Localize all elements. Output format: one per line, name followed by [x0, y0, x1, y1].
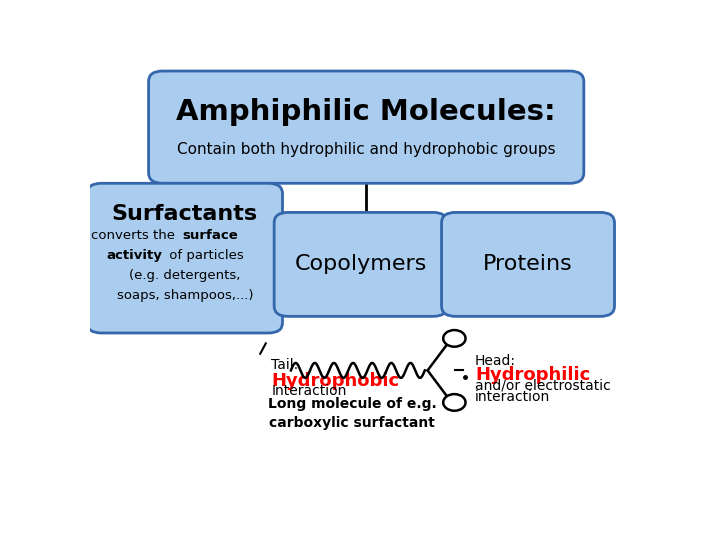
Text: surface: surface [182, 229, 238, 242]
Circle shape [444, 330, 466, 347]
Text: Tail:: Tail: [271, 358, 299, 372]
Text: Long molecule of e.g.
carboxylic surfactant: Long molecule of e.g. carboxylic surfact… [268, 397, 436, 430]
Text: Head:: Head: [475, 354, 516, 368]
Text: converts the: converts the [91, 229, 179, 242]
Text: Amphiphilic Molecules:: Amphiphilic Molecules: [176, 98, 556, 126]
Text: Proteins: Proteins [483, 254, 573, 274]
FancyBboxPatch shape [441, 212, 615, 316]
Text: Contain both hydrophilic and hydrophobic groups: Contain both hydrophilic and hydrophobic… [177, 142, 556, 157]
Text: activity: activity [107, 249, 163, 262]
Text: interaction: interaction [475, 390, 550, 404]
Text: Hydrophobic: Hydrophobic [271, 372, 400, 390]
FancyBboxPatch shape [274, 212, 447, 316]
FancyBboxPatch shape [87, 183, 282, 333]
Text: Interaction: Interaction [271, 384, 347, 398]
Text: Hydrophilic: Hydrophilic [475, 366, 590, 384]
Text: (e.g. detergents,: (e.g. detergents, [129, 269, 240, 282]
Text: soaps, shampoos,...): soaps, shampoos,...) [117, 289, 253, 302]
Text: of particles: of particles [166, 249, 244, 262]
Circle shape [444, 394, 466, 411]
Text: Surfactants: Surfactants [112, 204, 258, 224]
Text: Copolymers: Copolymers [294, 254, 427, 274]
FancyBboxPatch shape [148, 71, 584, 183]
Text: and/or electrostatic: and/or electrostatic [475, 379, 611, 393]
